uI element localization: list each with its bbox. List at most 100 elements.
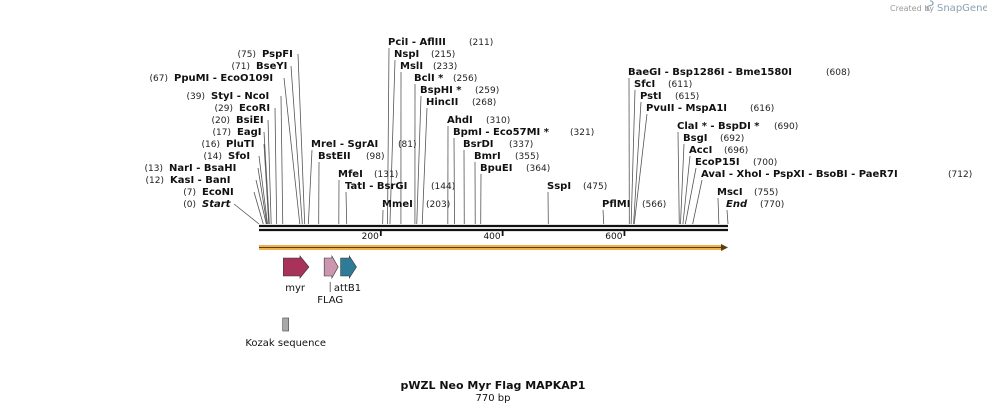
site-position: (259) [475, 86, 499, 96]
site-label-nari-bsahi[interactable]: NarI - BsaHI [169, 163, 236, 174]
site-position: (39) [187, 92, 205, 102]
site-position: (81) [398, 140, 416, 150]
site-label-mmei[interactable]: MmeI [382, 199, 413, 210]
site-leader-line [717, 197, 720, 225]
site-position: (364) [526, 164, 550, 174]
site-label-msli[interactable]: MslI [400, 61, 423, 72]
site-label-start[interactable]: Start [202, 199, 232, 210]
site-label-ahdi[interactable]: AhdI [447, 115, 473, 126]
feature-myr[interactable] [283, 255, 310, 279]
site-leader-line [257, 167, 268, 225]
orf-arrow [259, 244, 728, 251]
site-position: (475) [583, 182, 607, 192]
site-position: (770) [760, 200, 784, 210]
site-label-bsteii[interactable]: BstEII [318, 151, 351, 162]
site-label-acci[interactable]: AccI [689, 145, 712, 156]
site-label-pcii-afliii[interactable]: PciI - AflIII [388, 37, 446, 48]
site-label-bsphi[interactable]: BspHI * [420, 85, 462, 96]
site-position: (71) [232, 62, 250, 72]
site-position: (608) [826, 68, 850, 78]
site-leader-line [421, 107, 428, 225]
site-position: (20) [212, 116, 230, 126]
site-label-msci[interactable]: MscI [717, 187, 743, 198]
site-leader-line [633, 101, 642, 225]
created-by-text: Created by [890, 4, 934, 13]
site-label-tati-bsrgi[interactable]: TatI - BsrGI [345, 181, 407, 192]
site-leader-line [602, 209, 605, 225]
site-position: (16) [202, 140, 220, 150]
site-leader-line [263, 143, 270, 225]
site-label-mrei-sgrai[interactable]: MreI - SgrAI [311, 139, 378, 150]
site-label-sfci[interactable]: SfcI [634, 79, 655, 90]
feature-label: FLAG [317, 295, 343, 306]
site-label-kasi-bani[interactable]: KasI - BanI [170, 175, 231, 186]
site-leader-line [630, 89, 636, 225]
site-position: (321) [570, 128, 594, 138]
site-leader-line [297, 53, 306, 225]
feature-flag[interactable] [323, 254, 339, 280]
site-position: (615) [675, 92, 699, 102]
site-label-ecop15i[interactable]: EcoP15I [695, 157, 740, 168]
site-label-pvuii-mspa1i[interactable]: PvuII - MspA1I [646, 103, 727, 114]
site-position: (75) [238, 50, 256, 60]
orf-arrowhead [721, 244, 728, 251]
site-position: (337) [509, 140, 533, 150]
site-label-bsgi[interactable]: BsgI [683, 133, 707, 144]
site-position: (12) [146, 176, 164, 186]
site-label-psti[interactable]: PstI [640, 91, 662, 102]
site-label-sfoi[interactable]: SfoI [228, 151, 250, 162]
plasmid-length: 770 bp [476, 393, 511, 404]
feature-kozak-sequence[interactable] [282, 317, 290, 332]
site-leader-line [255, 179, 267, 225]
site-label-mfei[interactable]: MfeI [338, 169, 363, 180]
site-leader-line [307, 149, 313, 225]
site-position: (14) [204, 152, 222, 162]
site-label-styi-ncoi[interactable]: StyI - NcoI [211, 91, 269, 102]
site-label-clai-bspdi[interactable]: ClaI * - BspDI * [677, 121, 760, 132]
site-position: (215) [431, 50, 455, 60]
site-label-bcli[interactable]: BclI * [414, 73, 444, 84]
site-label-ecori[interactable]: EcoRI [239, 103, 270, 114]
site-label-bsiei[interactable]: BsiEI [236, 115, 264, 126]
site-label-pluti[interactable]: PluTI [226, 139, 254, 150]
site-label-bpuei[interactable]: BpuEI [480, 163, 512, 174]
snapgene-brand: SnapGene [937, 3, 987, 14]
plasmid-title: pWZL Neo Myr Flag MAPKAP1 [401, 379, 586, 392]
site-label-ppumi-ecoo109i[interactable]: PpuMI - EcoO109I [174, 73, 273, 84]
site-label-baegi-bsp1286i-bme1580i[interactable]: BaeGI - Bsp1286I - Bme1580I [628, 67, 792, 78]
site-position: (355) [515, 152, 539, 162]
site-leader-line [389, 59, 396, 225]
feature-attb1[interactable] [340, 254, 357, 280]
site-position: (67) [150, 74, 168, 84]
site-label-end[interactable]: End [726, 199, 748, 210]
site-label-bpmi-eco57mi[interactable]: BpmI - Eco57MI * [453, 127, 550, 138]
site-position: (616) [750, 104, 774, 114]
site-label-eagi[interactable]: EagI [237, 127, 261, 138]
site-position: (29) [215, 104, 233, 114]
site-leader-line [267, 119, 272, 225]
site-leader-line [692, 179, 703, 225]
site-label-pspfi[interactable]: PspFI [262, 49, 293, 60]
site-position: (131) [374, 170, 398, 180]
site-position: (0) [183, 200, 196, 210]
site-label-nspi[interactable]: NspI [394, 49, 419, 60]
site-position: (712) [948, 170, 972, 180]
site-label-bseyi[interactable]: BseYI [256, 61, 287, 72]
site-leader-line [726, 209, 729, 225]
site-label-avai-xhoi-pspxi-bsobi-paer7i[interactable]: AvaI - XhoI - PspXI - BsoBI - PaeR7I [701, 169, 898, 180]
site-leader-line [387, 47, 390, 225]
dna-backbone [259, 224, 728, 232]
site-label-bmri[interactable]: BmrI [474, 151, 501, 162]
site-position: (566) [642, 200, 666, 210]
site-position: (7) [183, 188, 196, 198]
site-label-pflmi[interactable]: PflMI [602, 199, 630, 210]
site-label-hincii[interactable]: HincII [426, 97, 458, 108]
site-label-sspi[interactable]: SspI [547, 181, 571, 192]
site-leader-line [345, 191, 348, 225]
site-leader-line [416, 95, 422, 225]
site-leader-line [290, 65, 303, 225]
site-label-econi[interactable]: EcoNI [202, 187, 234, 198]
site-label-bsrdi[interactable]: BsrDI [463, 139, 494, 150]
site-leader-line [453, 137, 455, 225]
site-position: (700) [753, 158, 777, 168]
